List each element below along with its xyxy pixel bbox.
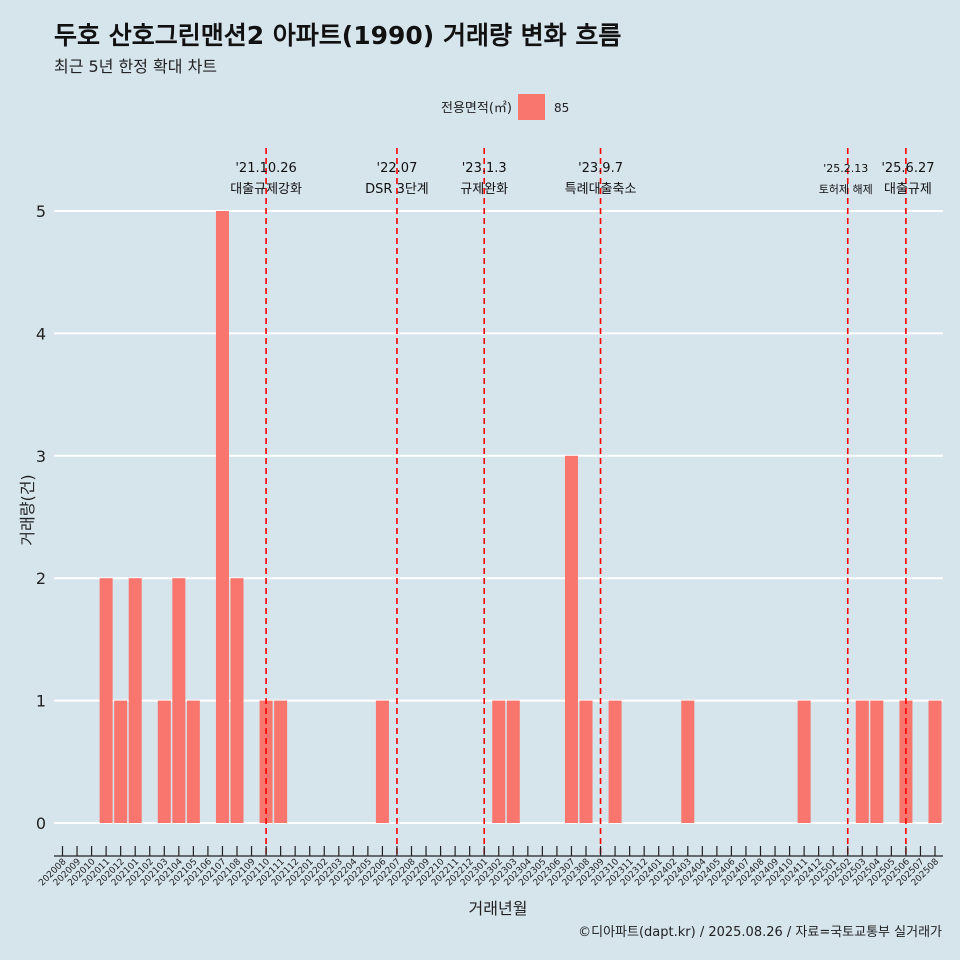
source-caption: ©디아파트(dapt.kr) / 2025.08.26 / 자료=국토교통부 실… <box>578 925 942 940</box>
bar <box>230 578 244 823</box>
legend-swatch <box>518 94 545 120</box>
event-date: '22.07 <box>377 161 418 176</box>
bar <box>928 700 942 823</box>
bar <box>157 700 171 823</box>
bars <box>99 211 942 823</box>
y-tick-label: 1 <box>36 692 46 711</box>
bar <box>506 700 520 823</box>
bar <box>579 700 593 823</box>
bar <box>797 700 811 823</box>
event-label: 대출규제강화 <box>230 182 302 197</box>
event-label: 토허제 해제 <box>819 182 873 196</box>
bar <box>870 700 884 823</box>
bar <box>99 578 113 823</box>
bar <box>564 455 578 823</box>
bar <box>608 700 622 823</box>
x-axis-label: 거래년월 <box>469 899 528 918</box>
chart-title: 두호 산호그린맨션2 아파트(1990) 거래량 변화 흐름 <box>54 21 622 50</box>
bar <box>128 578 142 823</box>
y-axis-label: 거래량(건) <box>18 474 37 545</box>
x-axis: 2020082020092020102020112020122021012021… <box>37 846 943 888</box>
y-tick-label: 2 <box>36 569 46 588</box>
bar <box>274 700 288 823</box>
event-date: '25.2.13 <box>823 162 868 175</box>
event-markers: '21.10.26 대출규제강화 '22.07 DSR 3단계 '23.1.3 규제완화 '… <box>230 148 935 856</box>
event-label: 규제완화 <box>460 182 508 197</box>
legend-title: 전용면적(㎡) <box>441 101 512 116</box>
bar <box>114 700 128 823</box>
bar <box>215 211 229 823</box>
legend-entry: 85 <box>554 101 569 115</box>
y-tick-label: 4 <box>36 324 46 343</box>
event-date: '23.1.3 <box>462 161 507 176</box>
event-date: '21.10.26 <box>235 161 296 176</box>
y-tick-label: 0 <box>36 814 46 833</box>
event-date: '23.9.7 <box>578 161 623 176</box>
event-label: DSR 3단계 <box>365 182 429 197</box>
bar <box>681 700 695 823</box>
event-label: 대출규제 <box>884 182 932 197</box>
bar <box>375 700 389 823</box>
y-tick-label: 5 <box>36 202 46 221</box>
bar <box>186 700 200 823</box>
bar <box>855 700 869 823</box>
event-date: '25.6.27 <box>881 161 934 176</box>
y-tick-label: 3 <box>36 447 46 466</box>
event-label: 특례대출축소 <box>565 182 637 197</box>
y-axis: 0 1 2 3 4 5 <box>36 202 46 833</box>
chart-subtitle: 최근 5년 한정 확대 차트 <box>54 57 218 76</box>
bar <box>492 700 506 823</box>
legend: 전용면적(㎡) 85 <box>441 94 569 120</box>
bar <box>172 578 186 823</box>
